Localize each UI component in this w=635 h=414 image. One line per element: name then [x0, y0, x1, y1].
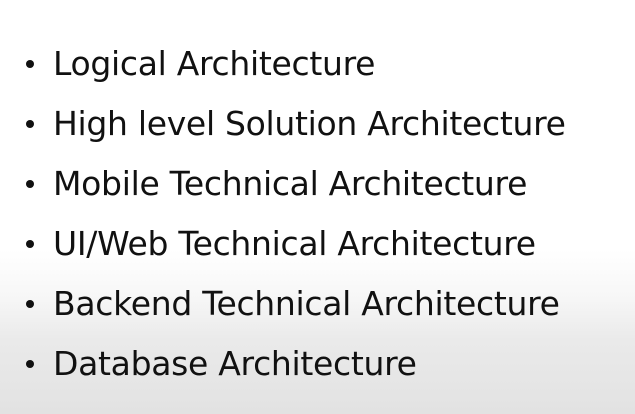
bullet-dot-icon [26, 299, 34, 308]
list-item: Mobile Technical Architecture [26, 153, 566, 213]
bullet-text: Database Architecture [53, 343, 417, 383]
list-item: UI/Web Technical Architecture [26, 213, 566, 273]
bullet-dot-icon [26, 359, 34, 368]
bullet-text: Mobile Technical Architecture [53, 163, 528, 203]
bullet-text: Logical Architecture [53, 43, 376, 83]
bullet-dot-icon [26, 59, 34, 68]
bullet-list: Logical Architecture High level Solution… [26, 33, 566, 393]
bullet-dot-icon [26, 179, 34, 188]
bullet-dot-icon [26, 239, 34, 248]
bullet-text: UI/Web Technical Architecture [53, 223, 536, 263]
list-item: Backend Technical Architecture [26, 273, 566, 333]
list-item: Database Architecture [26, 333, 566, 393]
list-item: Logical Architecture [26, 33, 566, 93]
bullet-dot-icon [26, 119, 34, 128]
list-item: High level Solution Architecture [26, 93, 566, 153]
bullet-text: High level Solution Architecture [53, 103, 566, 143]
bullet-text: Backend Technical Architecture [53, 283, 560, 323]
